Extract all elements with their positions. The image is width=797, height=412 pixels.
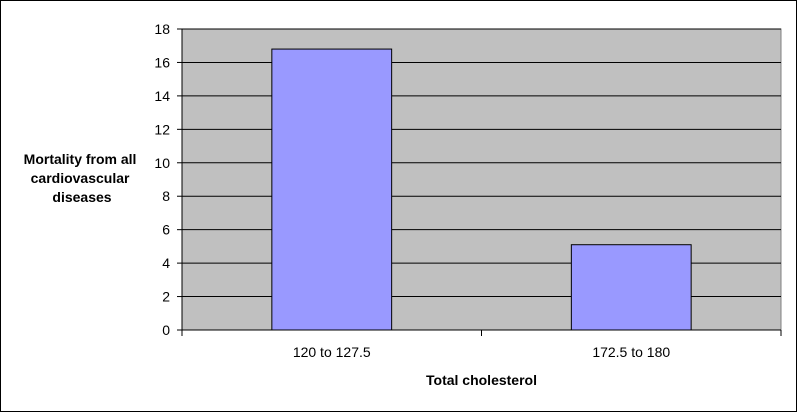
y-tick-label: 10 bbox=[154, 155, 170, 171]
x-tick-labels: 120 to 127.5 172.5 to 180 bbox=[293, 344, 671, 360]
y-tick-label: 4 bbox=[162, 255, 170, 271]
y-tick-label: 0 bbox=[162, 322, 170, 338]
x-tick-label: 120 to 127.5 bbox=[293, 344, 371, 360]
y-tick-label: 6 bbox=[162, 222, 170, 238]
bar bbox=[271, 48, 393, 331]
bar bbox=[570, 244, 692, 331]
y-axis-title-line-2: cardiovascular bbox=[31, 170, 130, 186]
y-tick-label: 8 bbox=[162, 188, 170, 204]
x-tick-label: 172.5 to 180 bbox=[592, 344, 670, 360]
y-axis-title-line-3: diseases bbox=[52, 189, 111, 205]
y-tick-label: 12 bbox=[154, 121, 170, 137]
y-tick-label: 18 bbox=[154, 21, 170, 37]
bars bbox=[271, 48, 692, 331]
y-tick-label: 2 bbox=[162, 289, 170, 305]
axes bbox=[181, 29, 782, 336]
y-tick-label: 14 bbox=[154, 88, 170, 104]
y-tick-labels: 0 2 4 6 8 10 12 14 16 18 bbox=[154, 21, 182, 338]
x-axis-title: Total cholesterol bbox=[426, 372, 537, 388]
y-axis-title: Mortality from all cardiovascular diseas… bbox=[24, 151, 141, 205]
y-axis-title-line-1: Mortality from all bbox=[24, 151, 137, 167]
y-tick-label: 16 bbox=[154, 54, 170, 70]
